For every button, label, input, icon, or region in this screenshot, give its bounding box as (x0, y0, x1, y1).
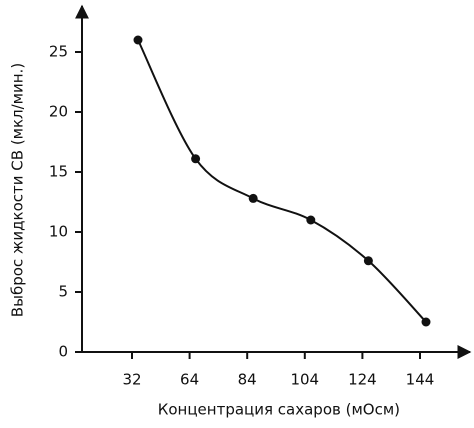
data-point (421, 317, 431, 327)
data-point (191, 154, 201, 164)
data-point (248, 193, 258, 203)
data-point (363, 256, 373, 266)
x-tick-label: 64 (180, 371, 199, 389)
data-point (133, 35, 143, 45)
y-tick-label: 20 (49, 103, 68, 121)
data-line (137, 39, 427, 323)
x-tick-label: 144 (406, 371, 435, 389)
y-tick-label: 5 (58, 283, 68, 301)
y-axis-label: Выброс жидкости СВ (мкл/мин.) (9, 63, 27, 317)
y-tick-label: 15 (49, 163, 68, 181)
x-axis-label: Концентрация сахаров (мОсм) (158, 401, 400, 419)
x-tick-label: 84 (238, 371, 257, 389)
x-tick-label: 124 (348, 371, 377, 389)
y-tick-label: 0 (58, 343, 68, 361)
x-tick-label: 32 (122, 371, 141, 389)
y-tick-label: 25 (49, 43, 68, 61)
y-tick-label: 10 (49, 223, 68, 241)
x-tick-label: 104 (290, 371, 319, 389)
data-point (306, 215, 316, 225)
